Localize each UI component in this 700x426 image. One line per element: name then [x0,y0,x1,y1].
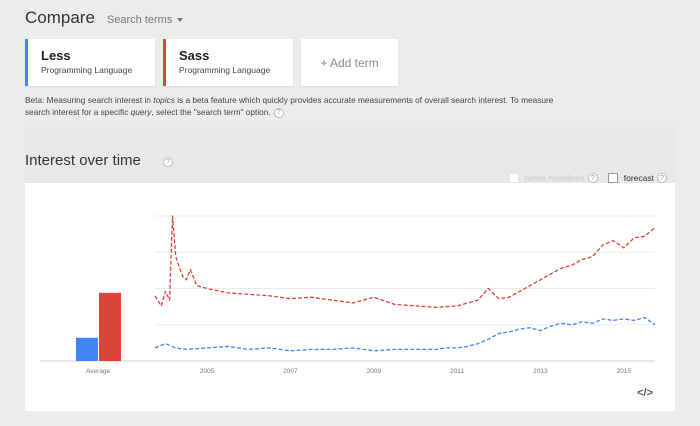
forecast-option: forecast ? [607,173,667,183]
beta-query: query [130,107,152,117]
average-label: Average [86,368,110,375]
term-name: Less [41,48,71,63]
beta-text-2: is a beta feature which quickly provides… [25,95,554,117]
x-tick-label: 2015 [617,368,632,375]
caret-down-icon [177,18,184,22]
news-headlines-label: News headlines [524,173,585,183]
add-term-button[interactable]: + Add term [301,39,398,86]
beta-notice: Beta: Measuring search interest in topic… [25,94,555,118]
search-terms-label: Search terms [106,14,173,26]
compare-header: Compare Search terms [25,8,184,28]
beta-text-3: , select the "search term" option. [151,107,271,117]
embed-code-icon[interactable]: </> [637,387,653,399]
term-card-sass[interactable]: Sass Programming Language [163,39,293,86]
section-title: Interest over time [25,152,141,169]
term-type: Programming Language [41,65,133,75]
x-tick-label: 2011 [450,368,464,375]
chart-options: News headlines ? forecast ? [499,173,667,183]
series-line-less [154,316,656,352]
forecast-checkbox[interactable] [607,173,618,183]
interest-over-time-chart: Average 2005 2007 2009 2011 2013 2015 [40,215,656,375]
page-title: Compare [25,8,95,27]
forecast-label: forecast [623,173,654,183]
news-headlines-option: News headlines ? [508,173,598,183]
help-icon[interactable]: ? [657,173,667,183]
help-icon[interactable]: ? [163,157,173,167]
news-headlines-checkbox[interactable] [508,173,519,183]
help-icon[interactable]: ? [587,173,598,183]
term-card-less[interactable]: Less Programming Language [25,39,155,86]
term-name: Sass [179,48,210,63]
x-tick-label: 2013 [533,368,548,375]
x-tick-label: 2007 [283,368,298,375]
search-terms-dropdown[interactable]: Search terms [106,14,184,26]
term-cards: Less Programming Language Sass Programmi… [25,39,398,86]
interest-chart-panel: News headlines ? forecast ? Average 2005 2… [25,173,675,411]
average-bar-less [76,337,98,361]
section-background [25,127,675,187]
beta-text-1: Beta: Measuring search interest in [25,95,154,105]
x-tick-label: 2005 [200,368,215,375]
series-line-sass [154,215,656,308]
average-bar-sass [99,292,121,361]
term-type: Programming Language [179,65,271,75]
beta-topics: topics [153,95,175,105]
help-icon[interactable]: ? [273,107,284,118]
x-tick-label: 2009 [367,368,382,375]
